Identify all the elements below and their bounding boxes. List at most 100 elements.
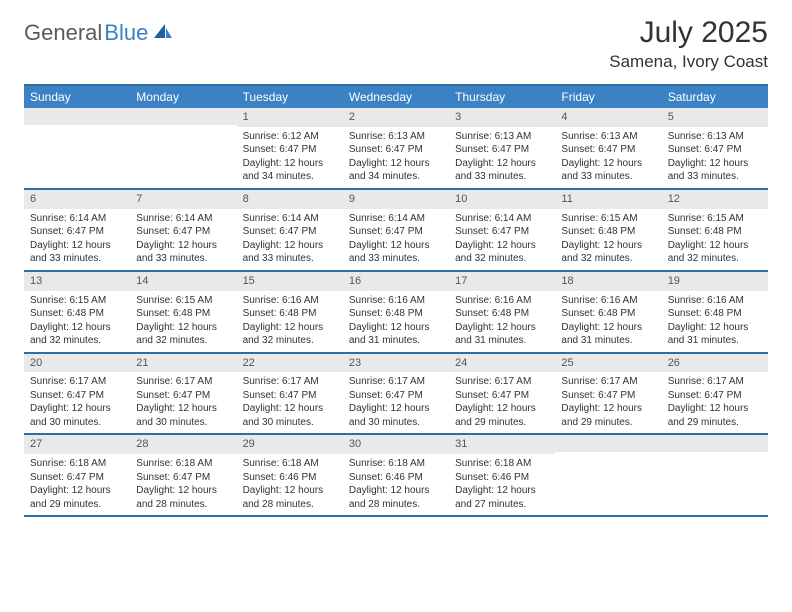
day-cell xyxy=(555,435,661,515)
daylight-text: Daylight: 12 hours and 32 minutes. xyxy=(30,321,124,348)
sunrise-text: Sunrise: 6:13 AM xyxy=(349,130,443,144)
title-block: July 2025 Samena, Ivory Coast xyxy=(609,16,768,72)
sunrise-text: Sunrise: 6:17 AM xyxy=(561,375,655,389)
page-header: General Blue July 2025 Samena, Ivory Coa… xyxy=(24,16,768,72)
day-header-tuesday: Tuesday xyxy=(237,86,343,108)
day-cell: 11Sunrise: 6:15 AMSunset: 6:48 PMDayligh… xyxy=(555,190,661,270)
day-cell: 26Sunrise: 6:17 AMSunset: 6:47 PMDayligh… xyxy=(662,354,768,434)
sunset-text: Sunset: 6:47 PM xyxy=(30,471,124,485)
day-cell: 6Sunrise: 6:14 AMSunset: 6:47 PMDaylight… xyxy=(24,190,130,270)
daylight-text: Daylight: 12 hours and 29 minutes. xyxy=(668,402,762,429)
daylight-text: Daylight: 12 hours and 27 minutes. xyxy=(455,484,549,511)
day-content: Sunrise: 6:14 AMSunset: 6:47 PMDaylight:… xyxy=(237,209,343,270)
day-content: Sunrise: 6:18 AMSunset: 6:47 PMDaylight:… xyxy=(24,454,130,515)
sunset-text: Sunset: 6:48 PM xyxy=(561,225,655,239)
day-number xyxy=(130,108,236,125)
day-cell: 5Sunrise: 6:13 AMSunset: 6:47 PMDaylight… xyxy=(662,108,768,188)
day-cell: 19Sunrise: 6:16 AMSunset: 6:48 PMDayligh… xyxy=(662,272,768,352)
sunrise-text: Sunrise: 6:17 AM xyxy=(136,375,230,389)
daylight-text: Daylight: 12 hours and 29 minutes. xyxy=(30,484,124,511)
daylight-text: Daylight: 12 hours and 33 minutes. xyxy=(668,157,762,184)
day-number: 6 xyxy=(24,190,130,209)
day-cell xyxy=(24,108,130,188)
day-content: Sunrise: 6:18 AMSunset: 6:46 PMDaylight:… xyxy=(449,454,555,515)
day-number: 4 xyxy=(555,108,661,127)
day-content: Sunrise: 6:14 AMSunset: 6:47 PMDaylight:… xyxy=(130,209,236,270)
day-header-monday: Monday xyxy=(130,86,236,108)
day-content: Sunrise: 6:18 AMSunset: 6:47 PMDaylight:… xyxy=(130,454,236,515)
sunrise-text: Sunrise: 6:14 AM xyxy=(243,212,337,226)
day-number: 17 xyxy=(449,272,555,291)
sunrise-text: Sunrise: 6:18 AM xyxy=(243,457,337,471)
day-number: 26 xyxy=(662,354,768,373)
day-header-saturday: Saturday xyxy=(662,86,768,108)
day-content: Sunrise: 6:15 AMSunset: 6:48 PMDaylight:… xyxy=(662,209,768,270)
day-number: 15 xyxy=(237,272,343,291)
day-cell: 29Sunrise: 6:18 AMSunset: 6:46 PMDayligh… xyxy=(237,435,343,515)
day-content: Sunrise: 6:17 AMSunset: 6:47 PMDaylight:… xyxy=(130,372,236,433)
day-number: 14 xyxy=(130,272,236,291)
day-content: Sunrise: 6:18 AMSunset: 6:46 PMDaylight:… xyxy=(343,454,449,515)
sunset-text: Sunset: 6:46 PM xyxy=(455,471,549,485)
sunset-text: Sunset: 6:46 PM xyxy=(349,471,443,485)
sunset-text: Sunset: 6:47 PM xyxy=(561,143,655,157)
daylight-text: Daylight: 12 hours and 32 minutes. xyxy=(455,239,549,266)
day-number: 12 xyxy=(662,190,768,209)
sunset-text: Sunset: 6:48 PM xyxy=(349,307,443,321)
day-cell: 21Sunrise: 6:17 AMSunset: 6:47 PMDayligh… xyxy=(130,354,236,434)
location-label: Samena, Ivory Coast xyxy=(609,52,768,72)
day-number: 23 xyxy=(343,354,449,373)
day-number: 30 xyxy=(343,435,449,454)
sunset-text: Sunset: 6:48 PM xyxy=(455,307,549,321)
day-cell: 15Sunrise: 6:16 AMSunset: 6:48 PMDayligh… xyxy=(237,272,343,352)
daylight-text: Daylight: 12 hours and 31 minutes. xyxy=(561,321,655,348)
day-cell: 24Sunrise: 6:17 AMSunset: 6:47 PMDayligh… xyxy=(449,354,555,434)
day-content: Sunrise: 6:13 AMSunset: 6:47 PMDaylight:… xyxy=(449,127,555,188)
sunrise-text: Sunrise: 6:14 AM xyxy=(30,212,124,226)
sunset-text: Sunset: 6:48 PM xyxy=(30,307,124,321)
sunrise-text: Sunrise: 6:13 AM xyxy=(561,130,655,144)
day-cell: 28Sunrise: 6:18 AMSunset: 6:47 PMDayligh… xyxy=(130,435,236,515)
sunset-text: Sunset: 6:46 PM xyxy=(243,471,337,485)
day-content: Sunrise: 6:16 AMSunset: 6:48 PMDaylight:… xyxy=(555,291,661,352)
day-content: Sunrise: 6:17 AMSunset: 6:47 PMDaylight:… xyxy=(662,372,768,433)
daylight-text: Daylight: 12 hours and 31 minutes. xyxy=(668,321,762,348)
day-number: 25 xyxy=(555,354,661,373)
calendar-table: Sunday Monday Tuesday Wednesday Thursday… xyxy=(24,84,768,517)
sunset-text: Sunset: 6:47 PM xyxy=(136,471,230,485)
daylight-text: Daylight: 12 hours and 33 minutes. xyxy=(243,239,337,266)
sunset-text: Sunset: 6:47 PM xyxy=(349,225,443,239)
day-number: 21 xyxy=(130,354,236,373)
day-cell: 9Sunrise: 6:14 AMSunset: 6:47 PMDaylight… xyxy=(343,190,449,270)
day-content: Sunrise: 6:16 AMSunset: 6:48 PMDaylight:… xyxy=(343,291,449,352)
day-content: Sunrise: 6:17 AMSunset: 6:47 PMDaylight:… xyxy=(237,372,343,433)
day-number: 7 xyxy=(130,190,236,209)
day-number: 27 xyxy=(24,435,130,454)
sunrise-text: Sunrise: 6:17 AM xyxy=(668,375,762,389)
month-title: July 2025 xyxy=(609,16,768,50)
day-number: 8 xyxy=(237,190,343,209)
sunset-text: Sunset: 6:47 PM xyxy=(668,143,762,157)
day-content: Sunrise: 6:14 AMSunset: 6:47 PMDaylight:… xyxy=(24,209,130,270)
sunrise-text: Sunrise: 6:14 AM xyxy=(455,212,549,226)
daylight-text: Daylight: 12 hours and 33 minutes. xyxy=(30,239,124,266)
daylight-text: Daylight: 12 hours and 28 minutes. xyxy=(349,484,443,511)
sunset-text: Sunset: 6:47 PM xyxy=(243,225,337,239)
day-header-friday: Friday xyxy=(555,86,661,108)
day-number xyxy=(555,435,661,452)
sunset-text: Sunset: 6:47 PM xyxy=(349,389,443,403)
day-number: 2 xyxy=(343,108,449,127)
day-header-sunday: Sunday xyxy=(24,86,130,108)
sunset-text: Sunset: 6:47 PM xyxy=(243,143,337,157)
sunset-text: Sunset: 6:48 PM xyxy=(136,307,230,321)
daylight-text: Daylight: 12 hours and 33 minutes. xyxy=(455,157,549,184)
day-content: Sunrise: 6:14 AMSunset: 6:47 PMDaylight:… xyxy=(343,209,449,270)
sunrise-text: Sunrise: 6:18 AM xyxy=(136,457,230,471)
day-number: 3 xyxy=(449,108,555,127)
logo-text-blue: Blue xyxy=(104,20,148,46)
daylight-text: Daylight: 12 hours and 29 minutes. xyxy=(561,402,655,429)
sunrise-text: Sunrise: 6:18 AM xyxy=(349,457,443,471)
week-row: 13Sunrise: 6:15 AMSunset: 6:48 PMDayligh… xyxy=(24,272,768,354)
day-cell: 12Sunrise: 6:15 AMSunset: 6:48 PMDayligh… xyxy=(662,190,768,270)
daylight-text: Daylight: 12 hours and 31 minutes. xyxy=(349,321,443,348)
